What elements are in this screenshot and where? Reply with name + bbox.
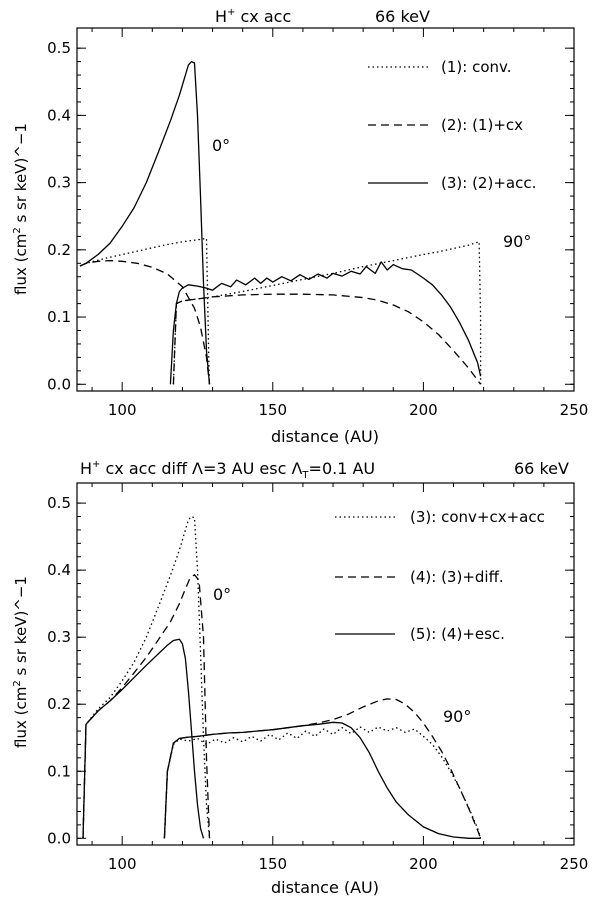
- top-legend: (1): conv. (2): (1)+cx (3): (2)+acc.: [368, 58, 536, 192]
- top-title: H+ cx acc: [215, 7, 291, 26]
- bottom-series-dotted-0: [82, 515, 211, 839]
- top-annotation-0deg: 0°: [212, 136, 230, 155]
- top-legend-label-2: (2): (1)+cx: [441, 116, 523, 134]
- bottom-x-tick-label: 150: [258, 855, 287, 873]
- bottom-title: H+ cx acc diff Λ=3 AU esc ΛT=0.1 AU: [80, 459, 375, 481]
- bottom-series-dotted-1: [163, 726, 482, 839]
- bottom-x-tick-label: 100: [108, 855, 137, 873]
- top-series-dashed-3: [172, 293, 482, 385]
- top-series-solid-4: [79, 60, 211, 385]
- top-series-dotted-1: [172, 241, 482, 385]
- bottom-x-tick-label: 200: [409, 855, 438, 873]
- top-y-tick-label: 0.2: [47, 241, 71, 259]
- top-x-tick-label: 150: [258, 401, 287, 419]
- top-y-tick-label: 0.4: [47, 106, 71, 124]
- bottom-y-tick-label: 0.2: [47, 695, 71, 713]
- top-x-tick-label: 250: [560, 401, 589, 419]
- bottom-y-tick-label: 0.5: [47, 494, 71, 512]
- top-x-axis-label: distance (AU): [271, 427, 379, 446]
- bottom-series-dashed-3: [163, 698, 482, 839]
- bottom-y-tick-label: 0.1: [47, 762, 71, 780]
- top-series-group: [79, 60, 482, 385]
- bottom-series-dashed-2: [82, 574, 211, 839]
- bottom-annotation-0deg: 0°: [213, 585, 231, 604]
- top-y-tick-label: 0.0: [47, 375, 71, 393]
- top-title-energy: 66 keV: [375, 7, 430, 26]
- top-x-axis: 100 150 200 250: [91, 28, 589, 419]
- bottom-annotation-90deg: 90°: [443, 707, 471, 726]
- bottom-y-axis-label: flux (cm2 s sr keV)^−1: [12, 576, 30, 748]
- top-plot-frame: [76, 27, 575, 392]
- bottom-series-solid-5: [163, 721, 481, 839]
- bottom-x-axis: 100 150 200 250: [91, 483, 589, 873]
- bottom-y-tick-label: 0.4: [47, 561, 71, 579]
- top-series-dotted-0: [79, 237, 211, 385]
- top-panel: H+ cx acc 66 keV 0.00.10.20.30.40.5 100 1…: [12, 7, 588, 446]
- bottom-x-axis-label: distance (AU): [271, 878, 379, 897]
- bottom-title-energy: 66 keV: [514, 459, 569, 478]
- top-x-tick-label: 200: [409, 401, 438, 419]
- top-y-axis: 0.0 0.1 0.2 0.3 0.4 0.5: [47, 39, 574, 393]
- top-series-solid-5: [169, 261, 482, 385]
- bottom-x-tick-label: 250: [560, 855, 589, 873]
- top-annotation-90deg: 90°: [503, 232, 531, 251]
- top-y-tick-label: 0.1: [47, 308, 71, 326]
- top-series-dashed-2: [79, 259, 211, 385]
- bottom-y-tick-label: 0.0: [47, 829, 71, 847]
- bottom-legend-label-3: (5): (4)+esc.: [410, 625, 505, 643]
- bottom-series-group: [82, 515, 482, 839]
- top-legend-label-1: (1): conv.: [441, 58, 511, 76]
- bottom-series-solid-4: [82, 638, 205, 839]
- top-legend-label-3: (3): (2)+acc.: [441, 174, 536, 192]
- top-y-axis-label: flux (cm2 s sr keV)^−1: [12, 123, 30, 295]
- top-y-tick-label: 0.3: [47, 174, 71, 192]
- bottom-legend: (3): conv+cx+acc (4): (3)+diff. (5): (4)…: [335, 508, 545, 643]
- top-x-tick-label: 100: [108, 401, 137, 419]
- top-y-tick-label: 0.5: [47, 39, 71, 57]
- bottom-legend-label-2: (4): (3)+diff.: [410, 568, 504, 586]
- bottom-legend-label-1: (3): conv+cx+acc: [410, 508, 545, 526]
- bottom-y-axis: 0.0 0.1 0.2 0.3 0.4 0.5: [47, 494, 574, 847]
- bottom-plot-frame: [76, 482, 575, 846]
- bottom-panel: H+ cx acc diff Λ=3 AU esc ΛT=0.1 AU 66 k…: [12, 459, 588, 897]
- bottom-y-tick-label: 0.3: [47, 628, 71, 646]
